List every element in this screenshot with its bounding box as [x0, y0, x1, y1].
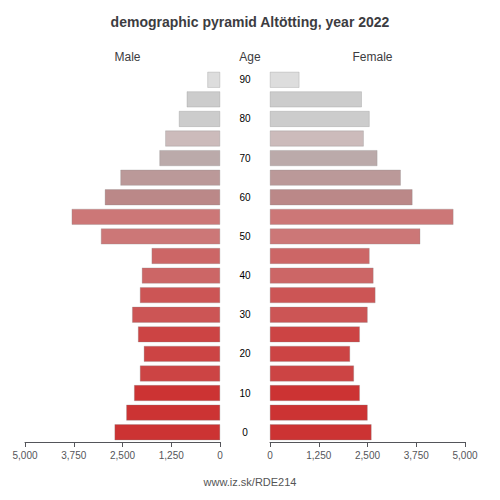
svg-text:40: 40	[239, 270, 251, 281]
svg-text:3,750: 3,750	[61, 450, 86, 461]
svg-text:0: 0	[267, 450, 273, 461]
svg-text:80: 80	[239, 113, 251, 124]
svg-text:Age: Age	[239, 50, 261, 64]
svg-text:30: 30	[239, 309, 251, 320]
svg-text:demographic pyramid Altötting,: demographic pyramid Altötting, year 2022	[111, 14, 390, 30]
svg-text:2,500: 2,500	[110, 450, 135, 461]
svg-text:5,000: 5,000	[12, 450, 37, 461]
svg-text:50: 50	[239, 231, 251, 242]
svg-text:Female: Female	[352, 50, 392, 64]
svg-text:0: 0	[217, 450, 223, 461]
svg-text:3,750: 3,750	[404, 450, 429, 461]
svg-text:Male: Male	[114, 50, 140, 64]
svg-text:1,250: 1,250	[306, 450, 331, 461]
svg-text:www.iz.sk/RDE214: www.iz.sk/RDE214	[203, 476, 297, 488]
svg-text:5,000: 5,000	[452, 450, 477, 461]
svg-text:60: 60	[239, 192, 251, 203]
svg-text:1,250: 1,250	[159, 450, 184, 461]
svg-text:10: 10	[239, 388, 251, 399]
svg-text:2,500: 2,500	[355, 450, 380, 461]
svg-text:70: 70	[239, 153, 251, 164]
svg-text:0: 0	[242, 427, 248, 438]
svg-text:90: 90	[239, 74, 251, 85]
svg-text:20: 20	[239, 348, 251, 359]
